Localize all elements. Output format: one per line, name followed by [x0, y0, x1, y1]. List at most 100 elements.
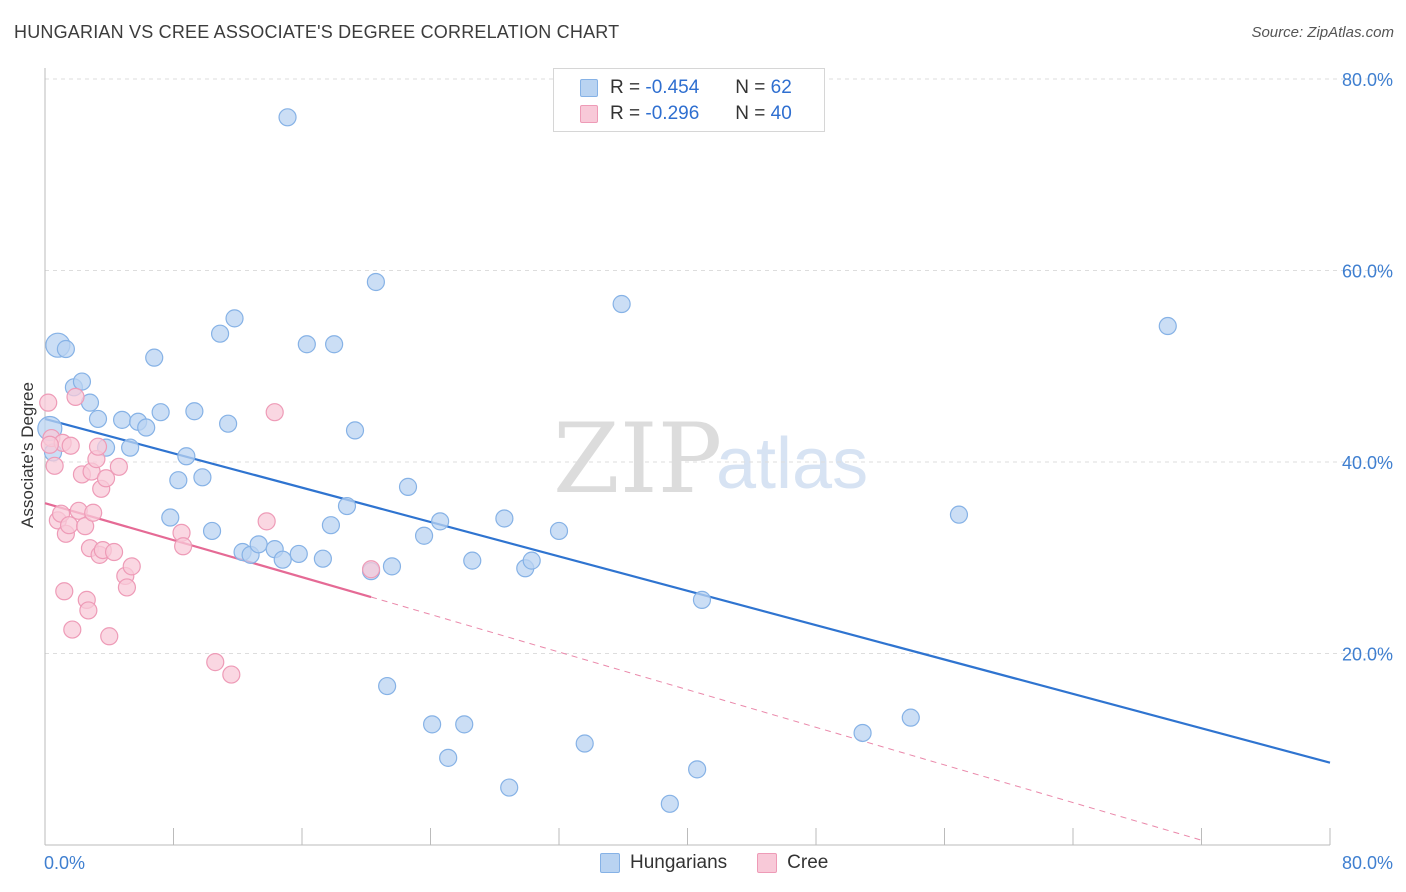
cree-point: [257, 512, 276, 531]
cree-point: [174, 537, 193, 556]
hungarians-point: [455, 715, 474, 734]
cree-point: [88, 437, 108, 456]
hungarians-point: [398, 477, 418, 496]
hungarians-swatch: [600, 853, 620, 873]
watermark-zip: ZIP: [553, 403, 722, 515]
hungarians-point: [378, 676, 397, 696]
hungarians-point: [345, 421, 365, 440]
hungarians-point: [219, 414, 238, 433]
hungarians-point: [161, 508, 180, 527]
y-tick-label: 40.0%: [1342, 453, 1393, 473]
hungarians-point: [273, 550, 292, 569]
hungarians-point: [688, 760, 707, 779]
watermark: ZIP atlas: [553, 403, 868, 515]
hungarians-point: [225, 309, 244, 328]
hungarians-point: [202, 521, 222, 541]
cree-label: Cree: [787, 852, 829, 873]
hungarians-point: [210, 324, 230, 343]
hungarians-point: [137, 418, 156, 437]
y-tick-label: 20.0%: [1342, 645, 1393, 665]
hungarians-point: [692, 590, 712, 609]
legend-n-label: N =: [735, 77, 766, 98]
bottom-legend-cree: Cree: [757, 852, 828, 874]
hungarians-point: [1158, 316, 1177, 336]
cree-point: [122, 557, 141, 576]
legend-r-label: R =: [610, 77, 641, 98]
hungarians-point: [423, 715, 442, 734]
legend-row-hungarians: R = -0.454 N = 62: [580, 76, 792, 100]
cree-point: [104, 542, 124, 562]
cree-trend-extension: [370, 596, 1202, 841]
y-tick-label: 80.0%: [1342, 70, 1393, 90]
cree-point: [40, 435, 59, 454]
cree-point: [61, 436, 80, 455]
hungarians-point: [193, 468, 212, 487]
hungarians-swatch: [580, 79, 598, 97]
hungarians-point: [337, 496, 357, 516]
cree-point: [361, 560, 381, 579]
cree-point: [76, 517, 95, 536]
hungarians-point: [439, 748, 458, 767]
hungarians-point: [522, 551, 541, 570]
cree-point: [222, 665, 241, 684]
hungarians-point: [313, 549, 332, 568]
cree-point: [206, 653, 225, 672]
hungarians-point: [121, 438, 140, 457]
cree-swatch: [757, 853, 778, 873]
cree-point: [117, 578, 137, 597]
cree-point: [96, 469, 116, 488]
legend-row-cree: R = -0.296 N = 40: [580, 102, 792, 126]
legend-r-value: -0.296: [645, 103, 700, 124]
hungarians-point: [56, 339, 75, 359]
grid: [45, 78, 1392, 654]
y-tick-label: 60.0%: [1342, 262, 1393, 282]
hungarians-point: [949, 505, 969, 524]
source-label: Source: ZipAtlas.com: [1251, 24, 1394, 41]
hungarians-point: [112, 410, 132, 429]
hungarians-point: [177, 447, 196, 466]
chart-title: HUNGARIAN VS CREE ASSOCIATE'S DEGREE COR…: [14, 22, 620, 42]
hungarians-point: [185, 402, 204, 421]
hungarians-point: [289, 544, 308, 564]
hungarians-point: [297, 335, 316, 354]
cree-point: [84, 503, 103, 522]
hungarians-point: [414, 526, 434, 545]
hungarians-point: [463, 551, 482, 570]
hungarians-point: [278, 108, 297, 127]
legend-box: R = -0.454 N = 62 R = -0.296 N = 40: [553, 68, 825, 132]
hungarians-trend-line: [44, 417, 1331, 764]
cree-point: [45, 456, 64, 475]
hungarians-point: [321, 516, 341, 535]
hungarians-point: [72, 372, 92, 391]
hungarians-point: [88, 409, 108, 429]
legend-r-value: -0.454: [645, 77, 700, 98]
hungarians-point: [325, 335, 344, 354]
hungarians-point: [549, 521, 569, 541]
hungarians-point: [495, 509, 514, 528]
legend-n-value: 40: [770, 103, 792, 124]
watermark-atlas: atlas: [716, 424, 868, 504]
hungarians-point: [169, 471, 188, 490]
hungarians-point: [660, 794, 679, 813]
hungarians-point: [151, 403, 170, 422]
cree-point: [55, 582, 74, 601]
tick-labels: 20.0% 40.0% 60.0% 80.0% 0.0% 80.0%: [44, 70, 1393, 873]
cree-point: [66, 387, 85, 406]
hungarians-point: [249, 535, 268, 554]
hungarians-point: [853, 723, 872, 743]
bottom-legend: Hungarians Cree: [600, 852, 858, 874]
hungarians-point: [901, 708, 920, 727]
cree-point: [109, 457, 128, 476]
bottom-legend-hungarians: Hungarians: [600, 852, 727, 874]
x-tick-label: 80.0%: [1342, 853, 1393, 873]
hungarians-point: [431, 512, 450, 531]
hungarians-label: Hungarians: [630, 852, 728, 873]
legend-n-label: N =: [735, 103, 766, 124]
hungarians-point: [145, 348, 164, 367]
x-tick-label: 0.0%: [44, 853, 85, 873]
cree-point: [39, 393, 58, 412]
hungarians-point: [612, 294, 631, 314]
hungarians-point: [366, 272, 385, 292]
cree-point: [79, 601, 98, 620]
